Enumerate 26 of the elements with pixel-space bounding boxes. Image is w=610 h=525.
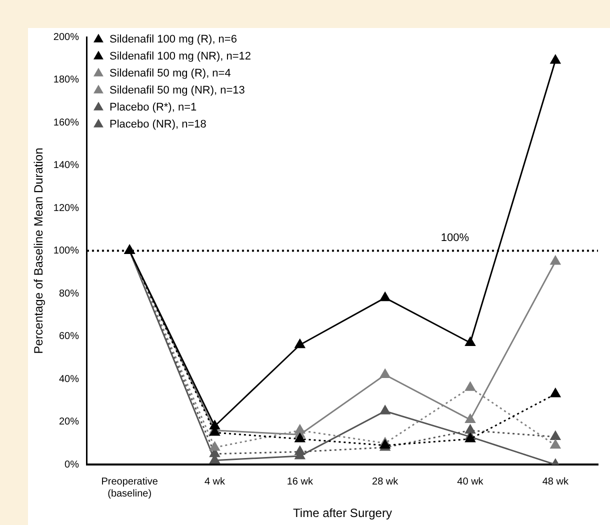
x-tick-label: Preoperative (baseline) [101, 476, 158, 500]
y-tick-label: 40% [58, 374, 80, 385]
legend-label: Placebo (R*), n=1 [109, 102, 197, 114]
legend-label: Sildenafil 50 mg (NR), n=13 [109, 84, 245, 97]
y-tick-label: 160% [53, 117, 80, 128]
x-tick-label: 28 wk [372, 476, 400, 488]
y-tick-label: 120% [53, 202, 80, 214]
x-tick-label: 4 wk [204, 476, 226, 488]
y-tick-label: 140% [53, 160, 80, 172]
x-tick-label: 40 wk [457, 476, 484, 488]
legend-label: Placebo (NR), n=18 [109, 118, 206, 131]
y-tick-label: 20% [58, 416, 80, 428]
y-tick-label: 100% [53, 246, 80, 257]
legend-label: Sildenafil 50 mg (R), n=4 [109, 68, 231, 80]
y-tick-label: 60% [58, 331, 80, 342]
x-tick-label: 16 wk [286, 476, 314, 488]
legend-label: Sildenafil 100 mg (NR), n=12 [109, 50, 252, 63]
legend-label: Sildenafil 100 mg (R), n=6 [109, 34, 237, 46]
x-tick-label: 48 wk [542, 476, 570, 488]
y-tick-label: 200% [53, 32, 80, 43]
y-axis-title: Percentage of Baseline Mean Duration [32, 148, 46, 354]
ref-line-label: 100% [440, 232, 470, 244]
y-tick-label: 0% [64, 459, 80, 470]
y-tick-label: 180% [53, 74, 80, 86]
y-tick-label: 80% [58, 288, 80, 300]
x-axis-title: Time after Surgery [293, 506, 392, 520]
